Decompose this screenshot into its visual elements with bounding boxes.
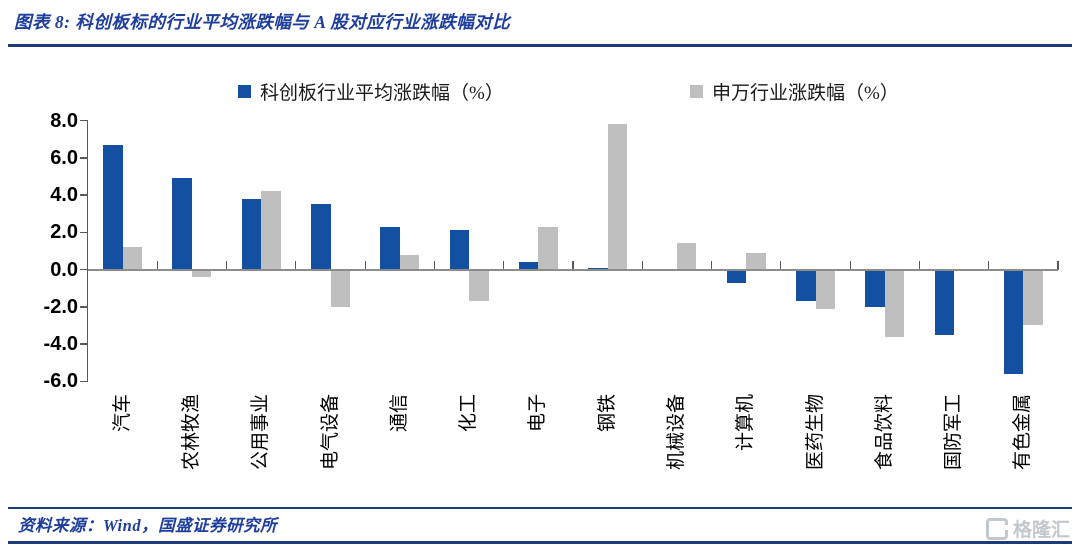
bar-star-5 bbox=[449, 230, 470, 270]
bar-sw-6 bbox=[538, 226, 558, 270]
x-axis-tick bbox=[503, 261, 505, 270]
y-axis-line bbox=[86, 121, 88, 382]
legend-item-star-market: 科创板行业平均涨跌幅（%） bbox=[238, 78, 504, 105]
bar-star-10 bbox=[796, 269, 816, 302]
x-axis-tick bbox=[641, 261, 643, 270]
legend-swatch-star-market-icon bbox=[238, 85, 251, 98]
x-axis-tick bbox=[918, 261, 921, 270]
x-axis-tick bbox=[988, 261, 990, 270]
x-axis-label-5: 化工 bbox=[458, 394, 480, 433]
gelonghui-logo-icon bbox=[985, 517, 1008, 540]
x-axis-tick bbox=[572, 261, 574, 270]
y-tick-label: 8.0 bbox=[50, 109, 78, 132]
x-axis-tick bbox=[433, 261, 436, 270]
bar-star-13 bbox=[1003, 269, 1024, 374]
bar-star-6 bbox=[518, 262, 539, 270]
figure-title: 图表 8: 科创板标的行业平均涨跌幅与 A 股对应行业涨跌幅对比 bbox=[14, 12, 511, 32]
bar-sw-10 bbox=[815, 269, 835, 309]
bar-sw-4 bbox=[399, 254, 420, 270]
data-source-note: 资料来源：Wind，国盛证券研究所 bbox=[18, 516, 278, 535]
x-axis-label-0: 汽车 bbox=[111, 394, 133, 433]
x-axis-label-4: 通信 bbox=[388, 394, 410, 433]
x-axis-label-9: 计算机 bbox=[735, 394, 757, 452]
bar-sw-5 bbox=[469, 269, 489, 302]
legend-swatch-shenwan-icon bbox=[690, 85, 703, 98]
bar-star-11 bbox=[865, 269, 885, 307]
bar-star-1 bbox=[172, 178, 192, 270]
watermark: 格隆汇 bbox=[985, 515, 1070, 542]
bar-star-9 bbox=[726, 269, 747, 283]
bar-sw-1 bbox=[191, 269, 212, 277]
chart-legend: 科创板行业平均涨跌幅（%） 申万行业涨跌幅（%） bbox=[0, 78, 1080, 104]
x-axis-tick bbox=[295, 261, 297, 270]
legend-label-shenwan: 申万行业涨跌幅（%） bbox=[712, 83, 899, 104]
x-axis-label-8: 机械设备 bbox=[665, 394, 687, 471]
x-axis-label-13: 有色金属 bbox=[1012, 394, 1034, 471]
x-axis-label-2: 公用事业 bbox=[250, 394, 272, 471]
x-axis-tick bbox=[364, 261, 366, 270]
bar-star-12 bbox=[934, 269, 955, 335]
y-axis-tick bbox=[79, 380, 88, 382]
y-axis-tick bbox=[79, 343, 88, 345]
x-axis-label-11: 食品饮料 bbox=[873, 394, 895, 471]
x-axis-tick bbox=[710, 261, 713, 270]
x-axis-label-6: 电子 bbox=[527, 394, 549, 433]
x-axis-label-3: 电气设备 bbox=[319, 394, 341, 471]
x-axis-tick bbox=[225, 261, 228, 270]
y-tick-label: 2.0 bbox=[50, 221, 78, 244]
y-axis-tick bbox=[79, 194, 88, 196]
x-axis-label-12: 国防军工 bbox=[943, 394, 965, 471]
x-axis-tick bbox=[156, 261, 158, 270]
header-divider bbox=[8, 44, 1072, 47]
x-axis-tick bbox=[1057, 261, 1059, 270]
bar-sw-7 bbox=[607, 124, 628, 270]
x-axis-label-7: 钢铁 bbox=[596, 394, 618, 433]
y-axis-tick bbox=[79, 231, 88, 233]
y-tick-label: 6.0 bbox=[50, 146, 78, 169]
bar-sw-2 bbox=[261, 191, 281, 270]
y-axis-tick bbox=[79, 268, 88, 271]
bar-star-3 bbox=[311, 204, 331, 270]
bar-sw-11 bbox=[884, 269, 905, 337]
y-tick-label: 4.0 bbox=[50, 184, 78, 206]
y-tick-label: -4.0 bbox=[43, 333, 78, 355]
y-tick-label: -2.0 bbox=[43, 295, 78, 318]
y-tick-label: 0.0 bbox=[50, 258, 78, 281]
bar-star-4 bbox=[380, 226, 400, 270]
x-axis-label-10: 医药生物 bbox=[804, 394, 826, 471]
y-axis-tick bbox=[79, 157, 88, 159]
y-tick-label: -6.0 bbox=[43, 370, 78, 393]
footer-divider-bottom bbox=[8, 541, 1072, 544]
footer-divider-top bbox=[8, 507, 1072, 509]
x-axis-tick bbox=[849, 261, 851, 270]
watermark-text: 格隆汇 bbox=[1012, 520, 1070, 541]
x-axis-label-1: 农林牧渔 bbox=[180, 394, 202, 471]
bar-sw-0 bbox=[122, 247, 143, 270]
x-axis-tick bbox=[780, 261, 782, 270]
bar-star-2 bbox=[241, 198, 262, 270]
y-axis-tick bbox=[79, 306, 88, 308]
bar-sw-3 bbox=[330, 269, 350, 307]
x-axis-line bbox=[88, 268, 1058, 271]
bar-star-0 bbox=[103, 144, 123, 270]
legend-item-shenwan: 申万行业涨跌幅（%） bbox=[690, 78, 899, 105]
legend-label-star-market: 科创板行业平均涨跌幅（%） bbox=[260, 83, 504, 104]
bar-sw-9 bbox=[746, 252, 766, 270]
y-axis-tick bbox=[79, 119, 88, 122]
bar-sw-13 bbox=[1023, 269, 1043, 326]
bar-sw-8 bbox=[676, 243, 697, 270]
